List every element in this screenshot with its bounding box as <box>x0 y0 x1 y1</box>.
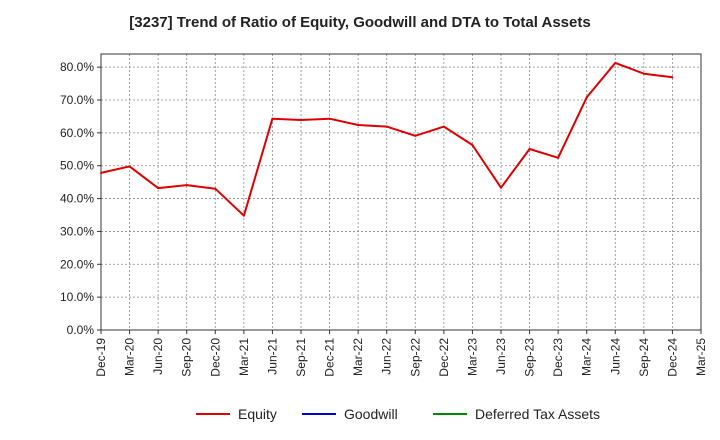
y-tick-label: 70.0% <box>60 93 94 107</box>
x-tick-label: Dec-19 <box>94 338 108 377</box>
y-tick-label: 10.0% <box>60 290 94 304</box>
data-point <box>642 72 645 75</box>
y-tick-label: 20.0% <box>60 257 94 271</box>
x-tick-label: Jun-23 <box>494 338 508 375</box>
x-tick-label: Mar-20 <box>123 338 137 376</box>
data-point <box>300 119 302 122</box>
legend-label: Goodwill <box>344 406 398 422</box>
x-tick-label: Dec-21 <box>323 338 337 377</box>
y-tick-label: 50.0% <box>60 159 94 173</box>
y-tick-label: 60.0% <box>60 126 94 140</box>
legend-label: Deferred Tax Assets <box>475 406 600 422</box>
x-tick-label: Jun-20 <box>151 338 165 375</box>
data-point <box>471 144 474 147</box>
y-tick-label: 80.0% <box>60 60 94 74</box>
x-tick-label: Mar-21 <box>237 338 251 376</box>
x-tick-label: Mar-23 <box>465 338 479 376</box>
chart-title: [3237] Trend of Ratio of Equity, Goodwil… <box>129 14 591 31</box>
data-point <box>528 147 531 150</box>
data-point <box>157 187 160 190</box>
plot-frame <box>100 53 702 331</box>
data-point <box>128 165 131 168</box>
data-point <box>414 134 417 137</box>
x-tick-label: Jun-24 <box>608 338 622 375</box>
x-tick-label: Jun-21 <box>265 338 279 375</box>
x-tick-label: Dec-24 <box>665 338 679 377</box>
plot-area <box>101 54 701 330</box>
x-tick-label: Mar-22 <box>351 338 365 376</box>
data-point <box>185 184 188 187</box>
data-point <box>442 125 445 128</box>
x-tick-label: Dec-22 <box>437 338 451 377</box>
data-point <box>557 156 560 159</box>
x-tick-label: Sep-21 <box>294 338 308 377</box>
data-point <box>385 125 388 128</box>
data-point <box>328 117 331 120</box>
y-tick-label: 30.0% <box>60 224 94 238</box>
x-tick-label: Jun-22 <box>380 338 394 375</box>
data-point <box>585 96 588 99</box>
x-tick-label: Dec-20 <box>208 338 222 377</box>
x-tick-label: Sep-23 <box>523 338 537 377</box>
data-point <box>671 76 674 79</box>
data-point <box>614 61 617 64</box>
x-tick-label: Dec-23 <box>551 338 565 377</box>
x-tick-label: Sep-20 <box>180 338 194 377</box>
legend-label: Equity <box>238 406 277 422</box>
x-tick-label: Sep-24 <box>637 338 651 377</box>
data-point <box>100 171 102 174</box>
data-point <box>271 117 274 120</box>
y-tick-label: 0.0% <box>67 323 95 337</box>
data-point <box>500 186 502 189</box>
x-tick-label: Mar-24 <box>580 338 594 376</box>
data-point <box>357 123 360 126</box>
data-point <box>242 214 245 217</box>
x-tick-label: Mar-25 <box>694 338 708 376</box>
y-tick-label: 40.0% <box>60 192 94 206</box>
x-tick-label: Sep-22 <box>408 338 422 377</box>
data-point <box>214 187 217 190</box>
